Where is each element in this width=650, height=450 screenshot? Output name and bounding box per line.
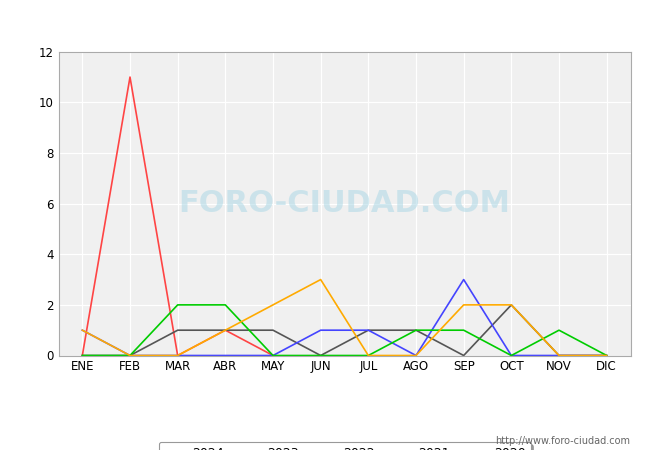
Text: FORO-CIUDAD.COM: FORO-CIUDAD.COM — [179, 189, 510, 218]
Text: http://www.foro-ciudad.com: http://www.foro-ciudad.com — [495, 436, 630, 446]
Legend: 2024, 2023, 2022, 2021, 2020: 2024, 2023, 2022, 2021, 2020 — [159, 442, 530, 450]
Text: Matriculaciones de Vehiculos en Pozorrubielos de la Mancha: Matriculaciones de Vehiculos en Pozorrub… — [84, 16, 566, 31]
